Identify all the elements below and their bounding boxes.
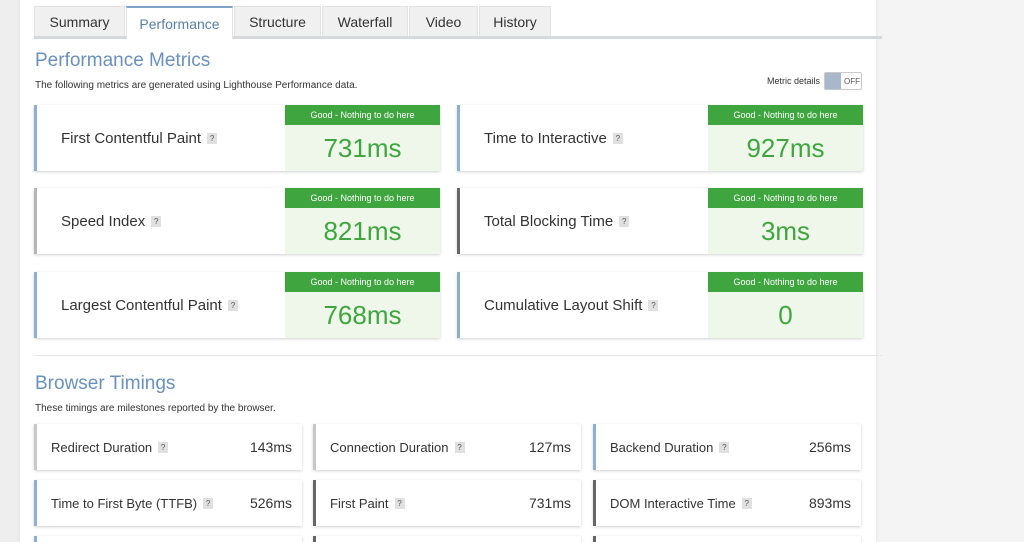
metric-value: 3ms [760, 215, 811, 246]
timing-name: Time to First Byte (TTFB) ? [51, 495, 214, 511]
metric-name: Time to Interactive ? [484, 105, 623, 171]
page-background-left [0, 0, 20, 542]
timing-name: Backend Duration ? [610, 439, 730, 455]
browser-timings-description: These timings are milestones reported by… [35, 403, 276, 414]
timing-value: 893ms [808, 495, 851, 511]
metric-status-badge: Good - Nothing to do here [708, 272, 863, 292]
help-icon[interactable]: ? [612, 132, 623, 144]
timing-card-first-paint: First Paint ? 731ms [313, 480, 581, 526]
metric-details-toggle[interactable]: OFF [824, 72, 862, 90]
timing-name: Connection Duration ? [330, 440, 465, 455]
timing-name: Redirect Duration ? [51, 439, 169, 455]
metric-status-badge: Good - Nothing to do here [285, 105, 440, 125]
metric-card-fcp: First Contentful Paint ? Good - Nothing … [34, 105, 440, 171]
timing-value: 127ms [528, 439, 571, 455]
performance-metrics-title: Performance Metrics [35, 50, 211, 71]
metric-name-text: Largest Contentful Paint [61, 296, 222, 314]
timing-value: 143ms [249, 439, 292, 455]
timing-card-backend: Backend Duration ? 256ms [593, 424, 861, 470]
metric-card-tti: Time to Interactive ? Good - Nothing to … [457, 105, 863, 171]
report-panel: Summary Performance Structure Waterfall … [20, 0, 882, 542]
timing-name-text: Time to First Byte (TTFB) [51, 495, 198, 511]
timing-value: 731ms [528, 495, 571, 511]
metric-details-toggle-group: Metric details OFF [767, 72, 862, 90]
metric-card-speed-index: Speed Index ? Good - Nothing to do here … [34, 188, 440, 254]
metric-value: 0 [778, 299, 793, 330]
metric-details-label: Metric details [766, 76, 820, 86]
metric-name: Speed Index ? [61, 188, 162, 254]
metric-score-box: Good - Nothing to do here 731ms [285, 105, 440, 171]
metric-score-box: Good - Nothing to do here 768ms [285, 272, 440, 338]
metric-card-tbt: Total Blocking Time ? Good - Nothing to … [457, 188, 863, 254]
tab-history[interactable]: History [479, 6, 551, 36]
toggle-state-text: OFF [844, 76, 860, 86]
timing-name: First Paint ? [330, 496, 405, 511]
metric-score-box: Good - Nothing to do here 0 [708, 272, 863, 338]
metric-score-box: Good - Nothing to do here 821ms [285, 188, 440, 254]
help-icon[interactable]: ? [454, 441, 465, 453]
metric-name-text: Speed Index [61, 212, 146, 230]
metric-status-badge: Good - Nothing to do here [285, 272, 440, 292]
timing-name-text: First Paint [330, 495, 389, 511]
help-icon[interactable]: ? [619, 215, 630, 227]
tab-structure[interactable]: Structure [234, 6, 321, 36]
help-icon[interactable]: ? [158, 441, 169, 453]
metric-status-badge: Good - Nothing to do here [708, 188, 863, 208]
tab-video[interactable]: Video [409, 6, 478, 36]
help-icon[interactable]: ? [207, 132, 218, 144]
metric-value: 927ms [746, 132, 825, 163]
timing-name-text: Backend Duration [610, 439, 714, 455]
tab-waterfall[interactable]: Waterfall [322, 6, 408, 36]
metric-name: Cumulative Layout Shift ? [484, 272, 659, 338]
report-tabs: Summary Performance Structure Waterfall … [34, 6, 882, 39]
timing-name-text: DOM Interactive Time [610, 495, 736, 511]
toggle-knob [825, 73, 841, 89]
metric-status-badge: Good - Nothing to do here [285, 188, 440, 208]
metric-score-box: Good - Nothing to do here 3ms [708, 188, 863, 254]
page-background-right [876, 0, 1024, 542]
metric-name-text: Cumulative Layout Shift [484, 296, 643, 314]
timing-card-connection: Connection Duration ? 127ms [313, 424, 581, 470]
metric-score-box: Good - Nothing to do here 927ms [708, 105, 863, 171]
help-icon[interactable]: ? [394, 497, 405, 509]
section-divider [34, 355, 882, 356]
performance-metrics-description: The following metrics are generated usin… [35, 80, 358, 91]
metric-name-text: First Contentful Paint [61, 129, 202, 147]
metric-status-badge: Good - Nothing to do here [708, 105, 863, 125]
timing-card-dom-interactive: DOM Interactive Time ? 893ms [593, 480, 861, 526]
tab-performance[interactable]: Performance [126, 6, 233, 39]
timing-card-partial [313, 536, 581, 542]
metric-card-cls: Cumulative Layout Shift ? Good - Nothing… [457, 272, 863, 338]
help-icon[interactable]: ? [648, 299, 659, 311]
timing-name-text: Connection Duration [330, 439, 449, 455]
timing-card-partial [34, 536, 302, 542]
metric-value: 821ms [323, 215, 402, 246]
timing-value: 256ms [808, 439, 851, 455]
metric-name: First Contentful Paint ? [61, 105, 218, 171]
metric-value: 768ms [323, 299, 402, 330]
help-icon[interactable]: ? [719, 441, 730, 453]
help-icon[interactable]: ? [741, 497, 752, 509]
browser-timings-title: Browser Timings [35, 373, 176, 394]
tab-summary[interactable]: Summary [34, 6, 125, 36]
timing-name-text: Redirect Duration [51, 439, 153, 455]
metric-card-lcp: Largest Contentful Paint ? Good - Nothin… [34, 272, 440, 338]
metric-value: 731ms [323, 132, 402, 163]
metric-name: Total Blocking Time ? [484, 188, 630, 254]
timing-card-redirect: Redirect Duration ? 143ms [34, 424, 302, 470]
timing-card-partial [593, 536, 861, 542]
timing-name: DOM Interactive Time ? [610, 496, 752, 511]
timing-value: 526ms [249, 495, 292, 511]
help-icon[interactable]: ? [151, 215, 162, 227]
help-icon[interactable]: ? [203, 497, 214, 509]
metric-name: Largest Contentful Paint ? [61, 272, 238, 338]
metric-name-text: Time to Interactive [484, 129, 607, 147]
timing-card-ttfb: Time to First Byte (TTFB) ? 526ms [34, 480, 302, 526]
help-icon[interactable]: ? [227, 299, 238, 311]
metric-name-text: Total Blocking Time [484, 212, 614, 230]
